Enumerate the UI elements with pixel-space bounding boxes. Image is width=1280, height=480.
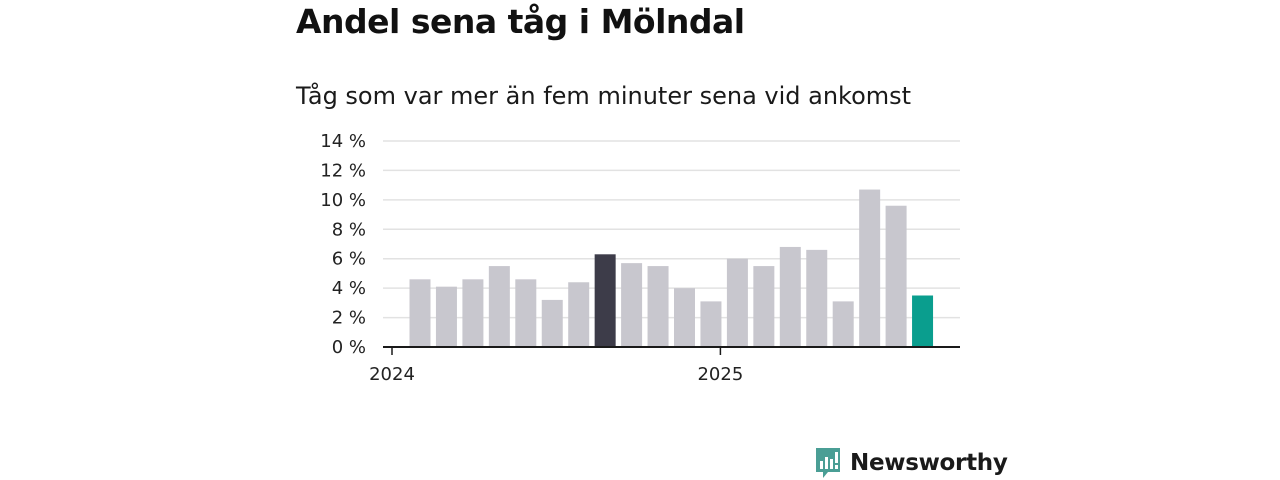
- bar: [541, 299, 563, 347]
- chart-subtitle: Tåg som var mer än fem minuter sena vid …: [296, 82, 912, 110]
- bar: [832, 301, 854, 347]
- newsworthy-logo: Newsworthy: [814, 446, 1008, 480]
- y-tick-label: 2 %: [332, 308, 366, 329]
- bar: [409, 279, 431, 347]
- bar: [488, 266, 510, 347]
- bar: [647, 266, 669, 347]
- y-axis-tick-labels: 0 % 2 % 4 % 6 % 8 % 10 % 12 % 14 %: [320, 131, 366, 358]
- y-tick-label: 0 %: [332, 337, 366, 358]
- bar: [594, 254, 616, 347]
- bar: [726, 258, 748, 347]
- bar-chart-speech-bubble-icon: [816, 448, 840, 478]
- bar: [515, 279, 537, 347]
- y-tick-label: 10 %: [320, 190, 366, 211]
- y-tick-label: 12 %: [320, 160, 366, 181]
- chart-title: Andel sena tåg i Mölndal: [296, 2, 745, 41]
- x-axis-ticks: 2024 2025: [369, 347, 743, 385]
- bar: [700, 301, 722, 347]
- bar: [435, 286, 457, 347]
- bar: [806, 249, 828, 347]
- x-tick-label: 2025: [697, 364, 743, 385]
- bar: [859, 189, 881, 347]
- bar: [462, 279, 484, 347]
- y-tick-label: 4 %: [332, 278, 366, 299]
- bar: [753, 266, 775, 347]
- y-tick-label: 14 %: [320, 131, 366, 152]
- y-tick-label: 6 %: [332, 249, 366, 270]
- bar: [621, 263, 643, 347]
- x-tick-label: 2024: [369, 364, 415, 385]
- bar: [568, 282, 590, 347]
- y-tick-label: 8 %: [332, 219, 366, 240]
- bar: [912, 295, 934, 347]
- bars: [409, 189, 934, 347]
- bar: [885, 205, 907, 347]
- bar: [674, 288, 695, 347]
- bar: [779, 246, 801, 347]
- brand-name: Newsworthy: [850, 450, 1008, 476]
